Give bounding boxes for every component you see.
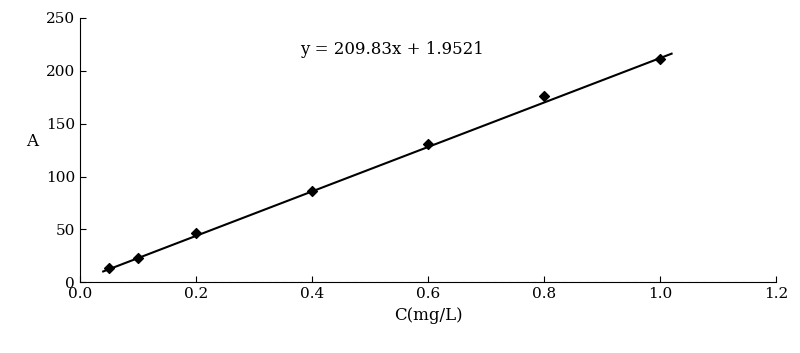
X-axis label: C(mg/L): C(mg/L) [394,307,462,324]
Text: y = 209.83x + 1.9521: y = 209.83x + 1.9521 [301,41,484,58]
Point [422,141,434,146]
Point [654,56,666,62]
Point [102,265,115,270]
Point [131,255,145,261]
Point [190,230,202,235]
Point [306,189,318,194]
Point [538,93,550,99]
Y-axis label: A: A [26,133,38,150]
